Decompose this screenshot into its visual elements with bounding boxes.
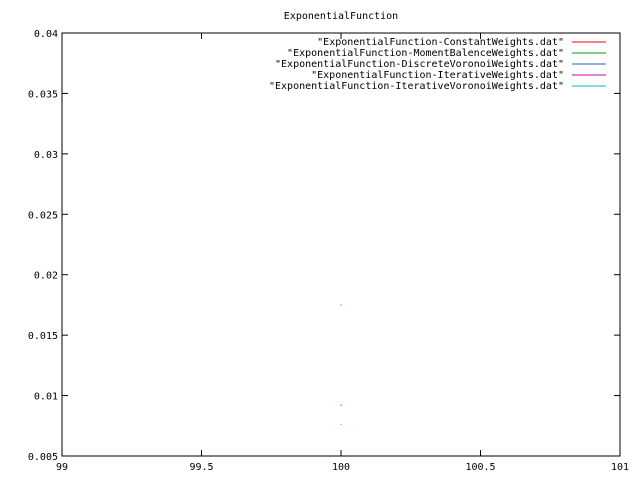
plot-area — [61, 32, 621, 457]
axis-ticks: 99 99.5 100 100.5 101 0.04 0.035 0.03 0.025 0.02 0… — [28, 29, 629, 473]
x-tick-label: 101 — [611, 462, 629, 473]
y-tick-label: 0.04 — [34, 29, 58, 40]
y-tick-label: 0.035 — [28, 89, 58, 100]
legend-entry-label: "ExponentialFunction-ConstantWeights.dat… — [317, 37, 564, 48]
y-tick-label: 0.02 — [34, 271, 58, 282]
x-tick-label: 100 — [332, 462, 350, 473]
legend-entry-label: "ExponentialFunction-MomentBalenceWeight… — [287, 48, 564, 59]
plot-border — [61, 32, 621, 457]
x-tick-label: 100.5 — [465, 462, 495, 473]
data-point — [340, 404, 342, 406]
data-point — [340, 304, 342, 306]
x-tick-label: 99.5 — [189, 462, 213, 473]
data-points — [340, 304, 342, 426]
chart-title: ExponentialFunction — [284, 11, 398, 22]
legend-entry-label: "ExponentialFunction-IterativeVoronoiWei… — [269, 81, 564, 92]
y-tick-label: 0.015 — [28, 331, 58, 342]
legend-entry-label: "ExponentialFunction-IterativeWeights.da… — [311, 70, 564, 81]
y-tick-label: 0.005 — [28, 452, 58, 463]
y-tick-label: 0.03 — [34, 150, 58, 161]
legend-entry-label: "ExponentialFunction-DiscreteVoronoiWeig… — [275, 59, 564, 70]
x-tick-label: 99 — [56, 462, 68, 473]
y-tick-label: 0.025 — [28, 210, 58, 221]
y-tick-label: 0.01 — [34, 392, 58, 403]
legend: "ExponentialFunction-ConstantWeights.dat… — [269, 37, 606, 92]
data-point — [340, 424, 342, 426]
